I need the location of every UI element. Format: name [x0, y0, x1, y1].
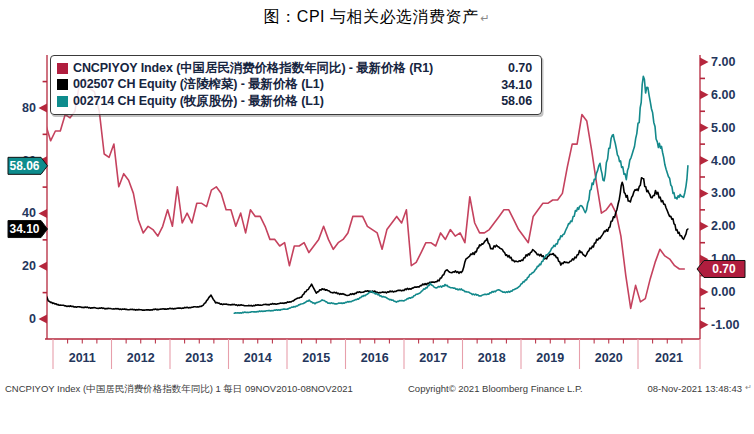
- right-axis-major-tick: [700, 222, 709, 231]
- footer-series-descriptor: CNCPIYOY Index (中国居民消费价格指数年同比) 1 每日 09NO…: [5, 383, 353, 396]
- legend-row-2: 002714 CH Equity (牧原股份) - 最新价格 (L1) 58.06: [57, 93, 532, 110]
- right-axis-major-tick: [700, 123, 709, 132]
- left-axis-minor-tick: [43, 186, 47, 188]
- left-axis-major-tick: [39, 103, 48, 112]
- right-axis-tick-label: 7.00: [711, 55, 735, 69]
- left-axis-minor-tick: [43, 239, 47, 241]
- x-axis-year-label: 2015: [302, 351, 330, 365]
- left-axis-major-tick: [39, 209, 48, 218]
- x-axis-year-label: 2018: [478, 351, 506, 365]
- right-axis-minor-tick: [700, 176, 705, 178]
- right-axis-minor-tick: [700, 78, 705, 80]
- right-axis-minor-tick: [700, 242, 705, 244]
- right-axis-major-tick: [700, 156, 709, 165]
- footer-copyright: Copyright© 2021 Bloomberg Finance L.P.: [408, 383, 583, 394]
- badge-value: 58.06: [9, 159, 39, 173]
- legend-row-0: CNCPIYOY Index (中国居民消费价格指数年同比) - 最新价格 (R…: [57, 60, 532, 77]
- right-axis-tick-label: 6.00: [711, 88, 735, 102]
- paragraph-return-icon: ↵: [745, 383, 752, 392]
- left-axis-major-tick: [39, 315, 48, 324]
- right-axis-tick-label: 2.00: [711, 219, 735, 233]
- left-axis-minor-tick: [43, 81, 47, 83]
- right-axis-tick-label: 0.00: [711, 285, 735, 299]
- right-axis: 7.006.005.004.003.002.001.000.00-1.00: [700, 55, 740, 332]
- left-axis-tick-label: 0: [29, 312, 36, 326]
- price-badge-58.06: 58.06: [8, 157, 48, 174]
- legend-swatch-icon: [57, 96, 68, 107]
- price-badges: 58.06 34.10 0.70: [8, 157, 745, 277]
- right-axis-major-tick: [700, 189, 709, 198]
- legend-row-1: 002507 CH Equity (涪陵榨菜) - 最新价格 (L1) 34.10: [57, 77, 532, 94]
- badge-value: 0.70: [712, 262, 736, 276]
- left-axis-minor-tick: [43, 134, 47, 136]
- legend-swatch-icon: [57, 63, 68, 74]
- right-axis-major-tick: [700, 320, 709, 329]
- left-axis-tick-label: 40: [22, 206, 36, 220]
- left-axis-tick-label: 20: [22, 259, 36, 273]
- x-axis-year-label: 2011: [69, 351, 96, 365]
- right-axis-minor-tick: [700, 209, 705, 211]
- right-axis-tick-label: -1.00: [711, 318, 740, 332]
- price-badge-34.10: 34.10: [8, 221, 48, 238]
- price-badge-0.70: 0.70: [697, 260, 745, 277]
- legend-last-value: 58.06: [501, 94, 532, 108]
- right-axis-major-tick: [700, 57, 709, 66]
- x-axis-year-label: 2016: [361, 351, 389, 365]
- left-axis-tick-label: 80: [22, 101, 36, 115]
- badge-value: 34.10: [9, 222, 39, 236]
- footer-timestamp: 08-Nov-2021 13:48:43: [647, 383, 742, 394]
- x-axis-year-label: 2020: [595, 351, 623, 365]
- legend-label: 002507 CH Equity (涪陵榨菜) - 最新价格 (L1): [73, 76, 493, 93]
- right-axis-tick-label: 5.00: [711, 121, 735, 135]
- legend-last-value: 34.10: [501, 78, 532, 92]
- right-axis-tick-label: 3.00: [711, 186, 735, 200]
- right-axis-minor-tick: [700, 143, 705, 145]
- right-axis-major-tick: [700, 90, 709, 99]
- legend-last-value: 0.70: [508, 61, 532, 75]
- right-axis-major-tick: [700, 288, 709, 297]
- x-axis: 2011 2012 2013 2014 2015 2016 2017 2018 2019 2020…: [53, 339, 700, 369]
- chart-legend: CNCPIYOY Index (中国居民消费价格指数年同比) - 最新价格 (R…: [50, 55, 542, 115]
- right-axis-minor-tick: [700, 308, 705, 310]
- x-axis-year-label: 2014: [244, 351, 272, 365]
- right-axis-tick-label: 4.00: [711, 154, 735, 168]
- legend-swatch-icon: [57, 79, 68, 90]
- x-axis-year-label: 2019: [536, 351, 564, 365]
- left-axis: 806040200: [22, 81, 47, 326]
- legend-label: 002714 CH Equity (牧原股份) - 最新价格 (L1): [73, 93, 493, 110]
- x-axis-year-label: 2012: [127, 351, 155, 365]
- x-axis-year-label: 2017: [419, 351, 447, 365]
- left-axis-minor-tick: [43, 292, 47, 294]
- right-axis-minor-tick: [700, 110, 705, 112]
- x-axis-year-label: 2021: [655, 351, 683, 365]
- series-line-1: [46, 178, 688, 310]
- x-axis-year-label: 2013: [185, 351, 213, 365]
- left-axis-major-tick: [39, 262, 48, 271]
- chart-footer: CNCPIYOY Index (中国居民消费价格指数年同比) 1 每日 09NO…: [0, 383, 754, 401]
- legend-label: CNCPIYOY Index (中国居民消费价格指数年同比) - 最新价格 (R…: [73, 60, 500, 77]
- document-page: 图：CPI 与相关必选消费资产↵ 8060402007.006.005.004.…: [0, 0, 754, 434]
